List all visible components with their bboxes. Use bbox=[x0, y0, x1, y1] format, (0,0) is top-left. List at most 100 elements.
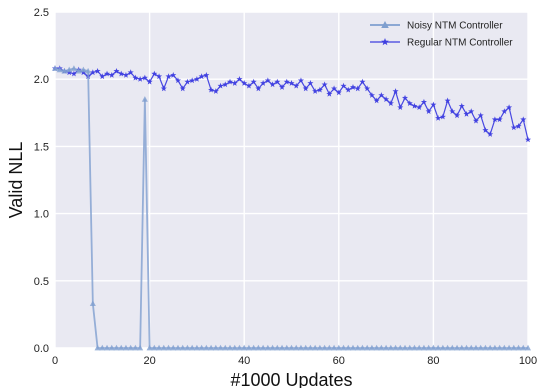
data-point-regular bbox=[349, 84, 357, 90]
data-point-noisy bbox=[80, 66, 87, 73]
data-point-regular bbox=[245, 82, 252, 89]
data-point-noisy bbox=[203, 344, 210, 351]
data-point-regular bbox=[198, 73, 205, 80]
data-point-regular bbox=[217, 82, 224, 89]
data-point-regular bbox=[463, 110, 470, 117]
ticks: 0 20 40 60 80 100 0.0 0.5 1.0 1.5 2.0 2.5 bbox=[34, 7, 537, 367]
data-point-regular bbox=[151, 70, 158, 77]
data-point-noisy bbox=[170, 344, 177, 351]
x-axis-label: #1000 Updates bbox=[230, 370, 352, 388]
data-point-regular bbox=[335, 89, 342, 96]
data-point-noisy bbox=[94, 344, 101, 351]
y-axis-label: Valid NLL bbox=[6, 142, 26, 219]
data-point-regular bbox=[89, 69, 96, 76]
series-layer bbox=[51, 65, 532, 351]
legend-label-regular: Regular NTM Controller bbox=[407, 38, 513, 49]
data-point-noisy bbox=[354, 344, 361, 351]
y-tick-label: 0.0 bbox=[34, 343, 49, 355]
data-point-regular bbox=[255, 85, 262, 92]
data-point-regular bbox=[458, 102, 465, 109]
data-point-noisy bbox=[231, 344, 238, 351]
data-point-noisy bbox=[56, 66, 63, 73]
data-point-noisy bbox=[383, 344, 390, 351]
data-point-noisy bbox=[75, 67, 82, 74]
data-point-noisy bbox=[118, 344, 125, 351]
data-point-noisy bbox=[198, 344, 205, 351]
x-tick-label: 0 bbox=[52, 355, 58, 367]
data-point-regular bbox=[373, 97, 380, 104]
data-point-noisy bbox=[444, 344, 451, 351]
data-point-regular bbox=[312, 88, 319, 94]
x-tick-label: 40 bbox=[238, 355, 250, 367]
plot-background bbox=[55, 12, 528, 348]
data-point-noisy bbox=[89, 300, 96, 307]
data-point-regular bbox=[383, 96, 390, 102]
data-point-regular bbox=[496, 116, 503, 123]
data-point-regular bbox=[501, 108, 508, 115]
data-point-noisy bbox=[349, 344, 357, 351]
data-point-noisy bbox=[255, 344, 262, 351]
data-point-noisy bbox=[132, 344, 139, 351]
data-point-noisy bbox=[435, 344, 442, 351]
y-tick-label: 2.5 bbox=[34, 7, 49, 19]
data-point-regular bbox=[264, 77, 271, 84]
data-point-regular bbox=[132, 74, 139, 81]
data-point-regular bbox=[170, 71, 177, 78]
data-point-noisy bbox=[103, 344, 111, 351]
data-point-regular bbox=[439, 113, 446, 120]
data-point-noisy bbox=[66, 66, 73, 73]
data-point-noisy bbox=[458, 344, 465, 351]
data-point-noisy bbox=[274, 344, 281, 351]
data-point-regular bbox=[406, 100, 413, 106]
data-point-noisy bbox=[487, 344, 494, 351]
data-point-regular bbox=[231, 80, 238, 86]
data-point-regular bbox=[354, 85, 361, 92]
data-point-noisy bbox=[108, 344, 115, 351]
data-point-regular bbox=[297, 77, 304, 84]
data-point-noisy bbox=[491, 344, 498, 351]
legend-marker-regular bbox=[381, 38, 389, 46]
data-point-regular bbox=[425, 108, 432, 115]
data-point-regular bbox=[99, 73, 106, 80]
data-point-regular bbox=[174, 77, 182, 84]
data-point-regular bbox=[127, 69, 134, 76]
data-point-regular bbox=[444, 97, 451, 104]
data-point-noisy bbox=[420, 344, 427, 351]
data-point-noisy bbox=[156, 344, 163, 351]
data-point-noisy bbox=[316, 344, 323, 351]
data-point-regular bbox=[260, 80, 267, 86]
data-point-noisy bbox=[406, 344, 413, 351]
data-point-noisy bbox=[520, 344, 527, 351]
data-point-regular bbox=[515, 123, 522, 129]
data-point-regular bbox=[141, 74, 148, 81]
data-point-noisy bbox=[193, 344, 200, 351]
data-point-noisy bbox=[510, 344, 517, 351]
data-point-regular bbox=[165, 73, 172, 80]
data-point-noisy bbox=[297, 344, 304, 351]
data-point-noisy bbox=[85, 67, 92, 74]
data-point-regular bbox=[345, 86, 352, 93]
data-point-regular bbox=[520, 116, 527, 123]
data-point-regular bbox=[368, 92, 375, 98]
data-point-regular bbox=[430, 101, 437, 108]
data-point-noisy bbox=[189, 344, 196, 351]
data-point-noisy bbox=[288, 344, 295, 351]
data-point-noisy bbox=[312, 344, 319, 351]
data-point-regular bbox=[226, 78, 234, 85]
data-point-regular bbox=[160, 85, 167, 92]
legend: Noisy NTM Controller Regular NTM Control… bbox=[370, 21, 513, 49]
data-point-noisy bbox=[468, 344, 475, 351]
data-point-noisy bbox=[373, 344, 380, 351]
data-point-regular bbox=[477, 112, 484, 119]
y-tick-label: 2.0 bbox=[34, 74, 49, 86]
data-point-regular bbox=[208, 86, 215, 93]
data-point-noisy bbox=[165, 344, 172, 351]
data-point-noisy bbox=[226, 344, 234, 351]
data-point-regular bbox=[108, 71, 115, 78]
data-point-noisy bbox=[269, 344, 276, 351]
data-point-regular bbox=[449, 108, 456, 115]
data-point-noisy bbox=[506, 344, 513, 351]
data-point-noisy bbox=[146, 344, 153, 351]
data-point-noisy bbox=[113, 344, 120, 351]
data-point-noisy bbox=[416, 344, 423, 351]
